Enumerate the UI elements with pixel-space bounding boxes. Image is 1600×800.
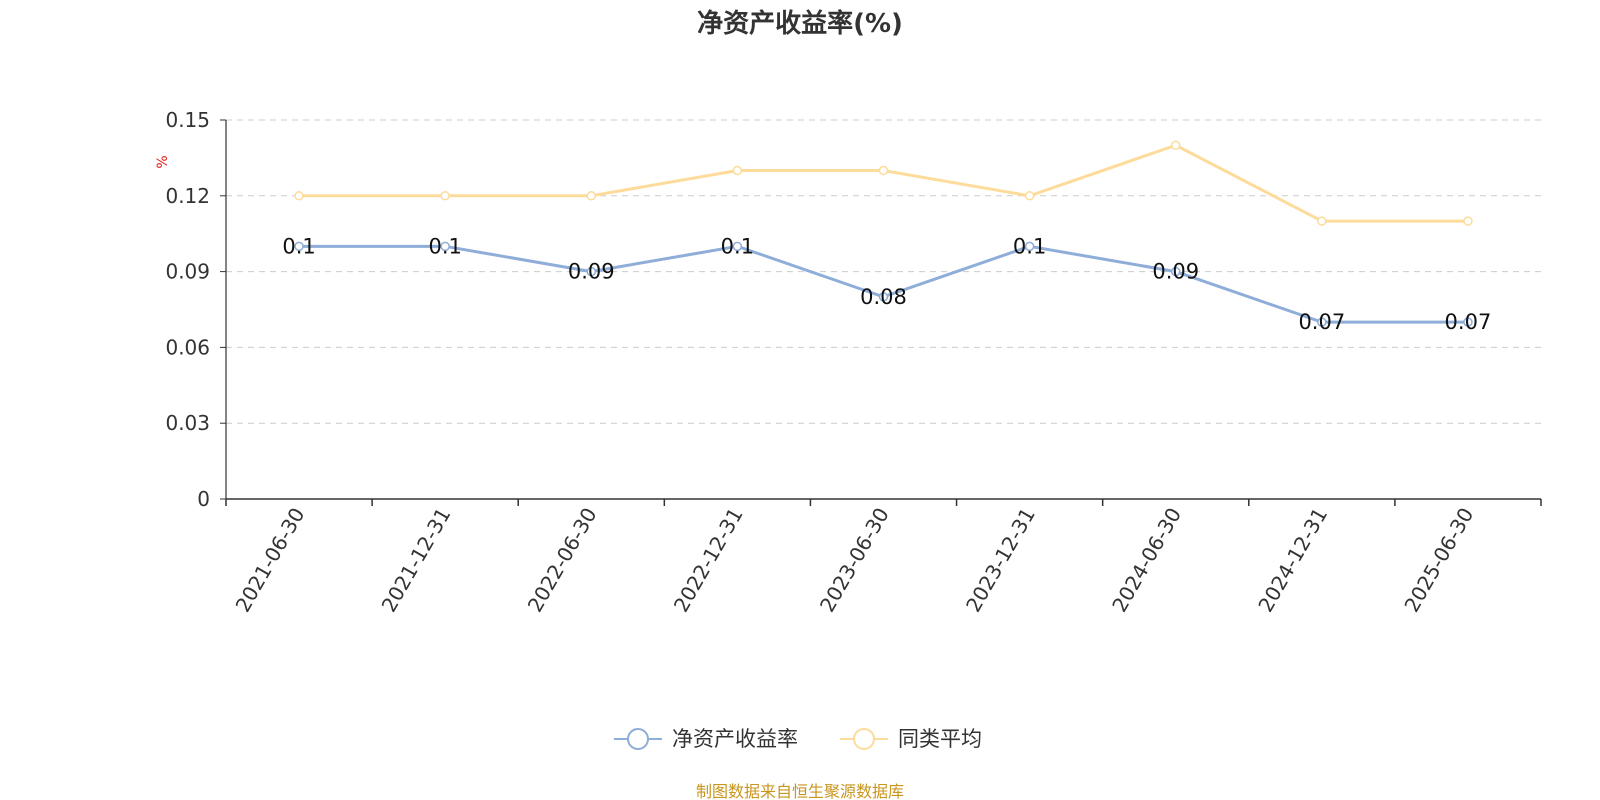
data-point-0-0[interactable] [294, 241, 304, 252]
x-tick-label-4: 2023-06-30 [815, 504, 894, 617]
data-source-footer: 制图数据来自恒生聚源数据库 [696, 782, 904, 800]
data-label-3: 0.1 [721, 234, 754, 258]
data-label-5: 0.1 [1013, 234, 1046, 258]
y-tick-label-3: 0.09 [165, 260, 210, 284]
grid-lines [226, 119, 1541, 424]
data-point-0-6[interactable] [1170, 266, 1181, 277]
data-point-1-5[interactable] [1024, 191, 1035, 201]
x-tick-label-8: 2025-06-30 [1399, 504, 1478, 617]
data-point-0-2[interactable] [586, 266, 597, 277]
y-axis-unit: % [155, 155, 171, 168]
data-point-1-0[interactable] [294, 191, 304, 201]
legend-peer-avg-label: 同类平均 [898, 727, 982, 751]
y-tick-label-5: 0.15 [165, 108, 210, 132]
legend-item-peer-avg[interactable]: 同类平均 [840, 727, 982, 751]
legend-peer-avg-circle-icon [853, 728, 875, 750]
data-label-7: 0.07 [1298, 310, 1345, 334]
x-tick-label-6: 2024-06-30 [1107, 504, 1186, 617]
data-point-1-3[interactable] [732, 165, 743, 176]
x-tick-label-5: 2023-12-31 [961, 504, 1040, 617]
data-point-1-2[interactable] [586, 191, 597, 201]
data-point-1-4[interactable] [878, 165, 889, 176]
legend-item-roe[interactable]: 净资产收益率 [614, 727, 798, 751]
legend-roe-label: 净资产收益率 [672, 727, 798, 751]
data-label-1: 0.1 [428, 234, 461, 258]
data-point-1-7[interactable] [1317, 216, 1327, 226]
axes: 0 0.03 0.06 0.09 0.12 0.15 2021-06-30 2021-12-3… [165, 108, 1542, 617]
chart-title: 净资产收益率(%) [697, 8, 903, 39]
x-tick-label-7: 2024-12-31 [1253, 504, 1332, 617]
data-point-0-8[interactable] [1463, 317, 1473, 327]
series-line-1 [299, 143, 1468, 223]
y-tick-label-4: 0.12 [165, 184, 210, 208]
data-point-0-1[interactable] [440, 241, 450, 252]
x-tick-label-3: 2022-12-31 [669, 504, 748, 617]
data-label-0: 0.1 [282, 234, 315, 258]
y-tick-label-2: 0.06 [165, 335, 210, 359]
data-point-1-1[interactable] [440, 191, 450, 201]
x-tick-label-0: 2021-06-30 [230, 504, 309, 617]
y-tick-label-1: 0.03 [165, 411, 210, 435]
data-point-0-4[interactable] [878, 292, 889, 302]
data-point-1-8[interactable] [1463, 216, 1473, 226]
data-label-6: 0.09 [1152, 260, 1199, 284]
data-label-2: 0.09 [568, 260, 615, 284]
legend: 净资产收益率 同类平均 [614, 727, 982, 751]
data-label-4: 0.08 [860, 285, 907, 309]
series-lines [294, 140, 1473, 327]
data-point-0-5[interactable] [1024, 241, 1035, 252]
data-point-1-6[interactable] [1170, 140, 1181, 151]
data-label-8: 0.07 [1445, 310, 1492, 334]
x-tick-label-2: 2022-06-30 [523, 504, 602, 617]
data-labels: 0.1 0.1 0.09 0.1 0.08 0.1 0.09 0.07 0.07 [282, 234, 1491, 334]
data-point-0-7[interactable] [1317, 317, 1327, 327]
data-point-0-3[interactable] [732, 241, 743, 252]
x-tick-label-1: 2021-12-31 [377, 504, 456, 617]
legend-roe-circle-icon [627, 728, 649, 750]
y-tick-label-0: 0 [197, 487, 210, 511]
